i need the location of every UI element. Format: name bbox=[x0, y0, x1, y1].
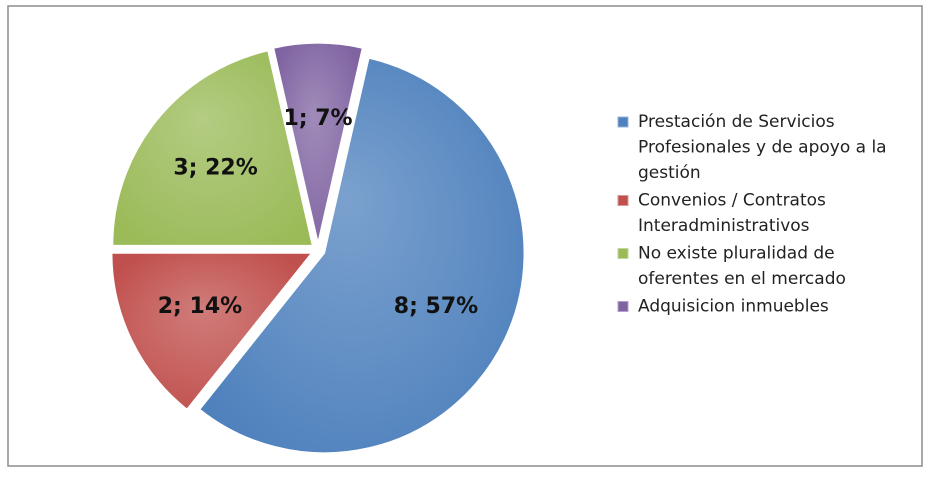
pie-slice bbox=[198, 57, 526, 454]
legend-label: Convenios / Contratos Interadministrativo… bbox=[638, 191, 826, 237]
legend-swatch bbox=[617, 195, 629, 206]
legend-swatch bbox=[617, 248, 629, 259]
legend-label: No existe pluralidad de oferentes en el m… bbox=[638, 244, 846, 290]
legend: Prestación de Servicios Profesionales y d… bbox=[617, 112, 887, 317]
data-label: 2; 14% bbox=[158, 294, 242, 319]
pie-slice bbox=[110, 252, 314, 411]
pie: 8; 57% 2; 14% 3; 22% 1; 7% bbox=[110, 42, 526, 454]
data-label: 8; 57% bbox=[394, 294, 478, 319]
legend-label: Adquisicion inmuebles bbox=[638, 297, 829, 317]
pie-slice bbox=[272, 42, 364, 244]
legend-swatch bbox=[617, 116, 629, 128]
legend-swatch bbox=[617, 301, 629, 312]
data-label: 3; 22% bbox=[173, 155, 257, 180]
pie-slice bbox=[111, 49, 314, 247]
legend-label: Prestación de Servicios Profesionales y d… bbox=[638, 112, 887, 183]
data-label: 1; 7% bbox=[283, 106, 352, 131]
